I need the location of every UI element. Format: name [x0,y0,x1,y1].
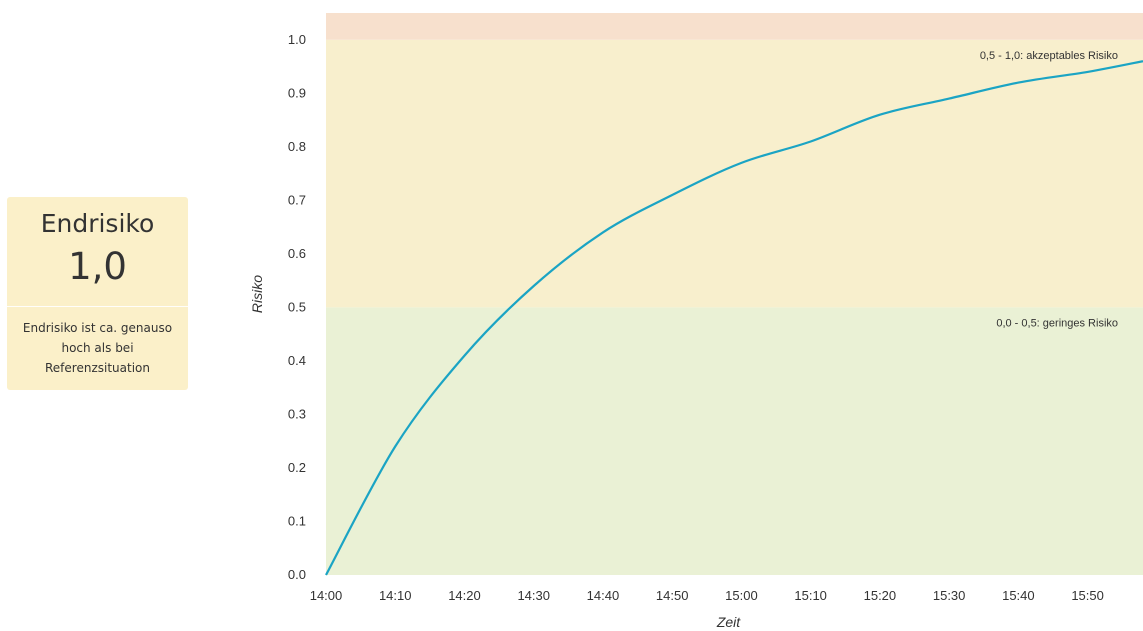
risk-band-0 [326,307,1143,575]
y-tick-label: 1.0 [288,32,306,47]
card-risk-value: 1,0 [68,245,127,288]
y-tick-label: 0.0 [288,567,306,582]
x-tick-label: 15:40 [1002,588,1035,603]
x-tick-label: 14:10 [379,588,412,603]
final-risk-card: Endrisiko 1,0 Endrisiko ist ca. genauso … [7,197,188,390]
risk-band-2 [326,13,1143,40]
risk-series-line-0 [325,60,1143,576]
y-tick-label: 0.6 [288,246,306,261]
y-tick-label: 0.7 [288,192,306,207]
x-tick-label: 14:50 [656,588,689,603]
x-tick-label: 15:50 [1071,588,1104,603]
y-tick-label: 0.9 [288,85,306,100]
risk-band-1 [326,39,1143,308]
x-tick-label: 15:00 [725,588,758,603]
y-tick-label: 0.4 [288,353,306,368]
y-tick-label: 0.2 [288,460,306,475]
x-tick-label: 14:00 [310,588,343,603]
y-tick-label: 0.5 [288,299,306,314]
card-description: Endrisiko ist ca. genauso hoch als bei R… [22,321,173,375]
risk-band-label-1: 0,5 - 1,0: akzeptables Risiko [980,50,1118,62]
x-tick-label: 15:10 [794,588,827,603]
y-tick-label: 0.3 [288,406,306,421]
x-tick-label: 15:30 [933,588,966,603]
x-tick-label: 14:20 [448,588,481,603]
x-tick-label: 14:30 [517,588,550,603]
x-tick-label: 14:40 [587,588,620,603]
y-tick-label: 0.1 [288,513,306,528]
y-axis-title: Risiko [249,275,265,313]
y-tick-label: 0.8 [288,139,306,154]
card-divider [7,306,188,307]
x-tick-label: 15:20 [864,588,897,603]
x-axis-title: Zeit [716,614,741,630]
card-title: Endrisiko [40,209,155,238]
risk-band-label-0: 0,0 - 0,5: geringes Risiko [996,317,1118,329]
